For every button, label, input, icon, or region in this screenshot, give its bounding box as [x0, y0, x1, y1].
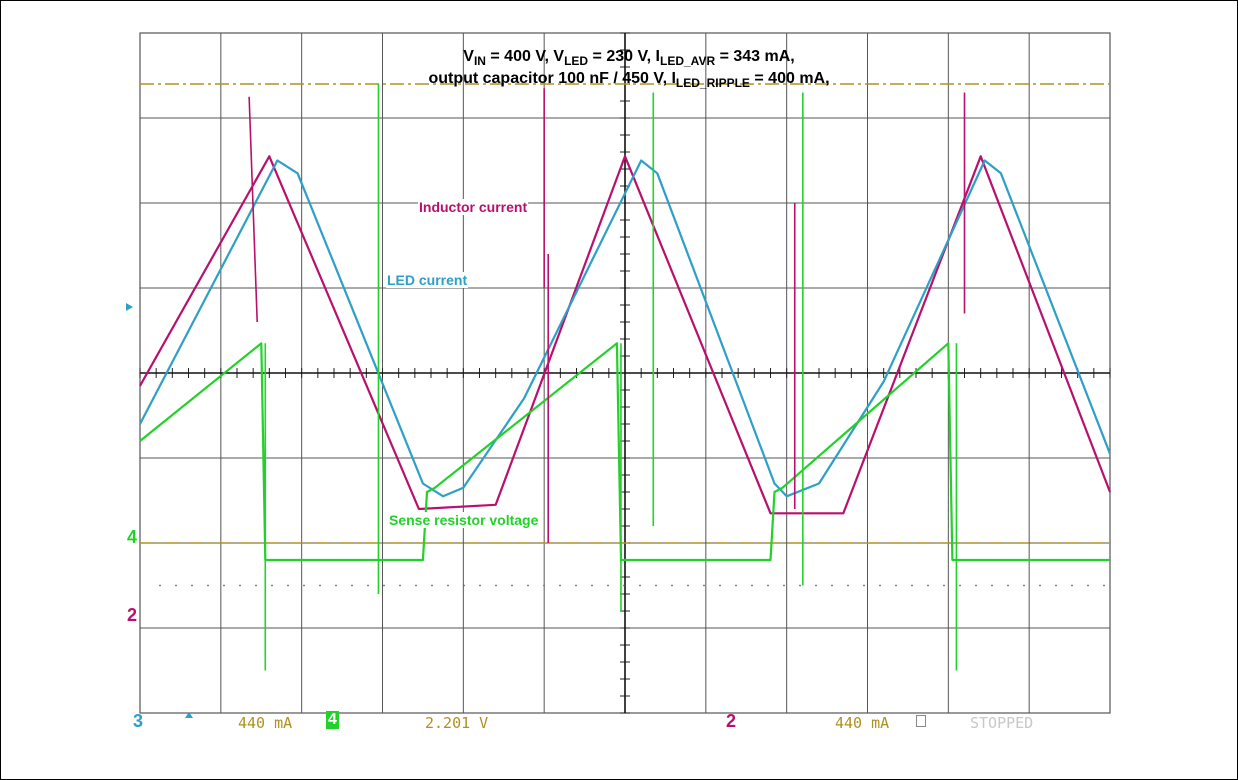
dotted-level-point: [783, 584, 785, 587]
trace-layer: [139, 84, 1112, 671]
dotted-level-point: [623, 584, 625, 587]
dotted-level-point: [863, 584, 865, 587]
channel-markers: 4 2: [126, 303, 193, 718]
dotted-level-point: [1055, 584, 1057, 587]
dotted-level-point: [1007, 584, 1009, 587]
dotted-level-point: [655, 584, 657, 587]
dotted-level-point: [799, 584, 801, 587]
dotted-level-point: [719, 584, 721, 587]
dotted-level-point: [543, 584, 545, 587]
dotted-level-point: [383, 584, 385, 587]
dotted-level-point: [735, 584, 737, 587]
dotted-level-point: [207, 584, 209, 587]
dotted-level-point: [479, 584, 481, 587]
title-subscript: IN: [473, 54, 486, 68]
ch4-label: 4: [326, 711, 339, 729]
trigger-position-marker: [185, 712, 193, 718]
dotted-level-point: [495, 584, 497, 587]
dotted-level-point: [927, 584, 929, 587]
dotted-level-point: [447, 584, 449, 587]
dotted-level-point: [1071, 584, 1073, 587]
ch4-ground-marker: 4: [127, 527, 137, 547]
dotted-level-point: [815, 584, 817, 587]
dotted-level-point: [879, 584, 881, 587]
dotted-level-point: [1087, 584, 1089, 587]
stopped-status: STOPPED: [970, 714, 1034, 732]
title-subscript: LED_AVR: [660, 54, 716, 68]
title-subscript: LED_RIPPLE: [675, 76, 750, 90]
title-text: = 230 V, I: [588, 48, 660, 65]
title-text: = 343 mA,: [715, 48, 795, 65]
dotted-level-point: [767, 584, 769, 587]
dotted-level-point: [671, 584, 673, 587]
ch2-scale: 440 mA: [835, 714, 890, 732]
dotted-level-point: [687, 584, 689, 587]
dotted-level-point: [351, 584, 353, 587]
dotted-level-point: [319, 584, 321, 587]
led-current-trace: [139, 159, 1112, 498]
dotted-level-point: [367, 584, 369, 587]
inductor-current-trace: [139, 155, 1112, 515]
dotted-level-point: [159, 584, 161, 587]
dotted-level-point: [751, 584, 753, 587]
dotted-level-point: [847, 584, 849, 587]
ch2-label: 2: [726, 711, 737, 731]
title-subscript: LED: [564, 54, 589, 68]
sense-resistor-voltage-label: Sense resistor voltage: [388, 512, 540, 528]
dotted-level-point: [703, 584, 705, 587]
acquisition-box-icon: [916, 715, 926, 727]
dotted-level-point: [287, 584, 289, 587]
chart-title-line-2: output capacitor 100 nF / 450 V, ILED_RI…: [10, 70, 1238, 90]
inductor-current-label: Inductor current: [418, 199, 529, 215]
ch3-trigger-marker: [126, 303, 133, 311]
dotted-level-point: [1039, 584, 1041, 587]
dotted-level-point: [831, 584, 833, 587]
dotted-level-point: [911, 584, 913, 587]
dotted-level-point: [559, 584, 561, 587]
dotted-level-point: [1103, 584, 1105, 587]
dotted-level-point: [223, 584, 225, 587]
dotted-level-point: [415, 584, 417, 587]
dotted-level-point: [991, 584, 993, 587]
dotted-level-point: [639, 584, 641, 587]
led-current-label: LED current: [386, 272, 469, 288]
ch2-ground-marker: 2: [127, 605, 137, 625]
dotted-level-point: [607, 584, 609, 587]
dotted-level-point: [975, 584, 977, 587]
dotted-level-point: [239, 584, 241, 587]
ch3-label: 3: [133, 711, 144, 731]
dotted-level-point: [943, 584, 945, 587]
dotted-level-point: [959, 584, 961, 587]
dotted-level-point: [1023, 584, 1025, 587]
ch4-scale: 2.201 V: [425, 714, 489, 732]
dotted-level-point: [463, 584, 465, 587]
dotted-level-point: [431, 584, 433, 587]
chart-title-line-1: VIN = 400 V, VLED = 230 V, ILED_AVR = 34…: [10, 48, 1238, 68]
title-text: = 400 mA,: [749, 70, 830, 87]
dotted-level-point: [191, 584, 193, 587]
dotted-level-point: [511, 584, 513, 587]
switching-spike: [248, 96, 259, 323]
dotted-level-point: [255, 584, 257, 587]
title-text: output capacitor 100 nF / 450 V, I: [428, 70, 676, 87]
dotted-level-point: [527, 584, 529, 587]
dotted-level-point: [575, 584, 577, 587]
dotted-level-point: [271, 584, 273, 587]
dotted-level-point: [399, 584, 401, 587]
dotted-level-point: [895, 584, 897, 587]
title-text: = 400 V, V: [485, 48, 565, 65]
dotted-level-point: [335, 584, 337, 587]
ch3-scale: 440 mA: [238, 714, 293, 732]
title-text: V: [463, 48, 474, 65]
reference-levels: [140, 83, 1110, 544]
dotted-level-point: [303, 584, 305, 587]
dotted-level-point: [591, 584, 593, 587]
dotted-level-point: [175, 584, 177, 587]
